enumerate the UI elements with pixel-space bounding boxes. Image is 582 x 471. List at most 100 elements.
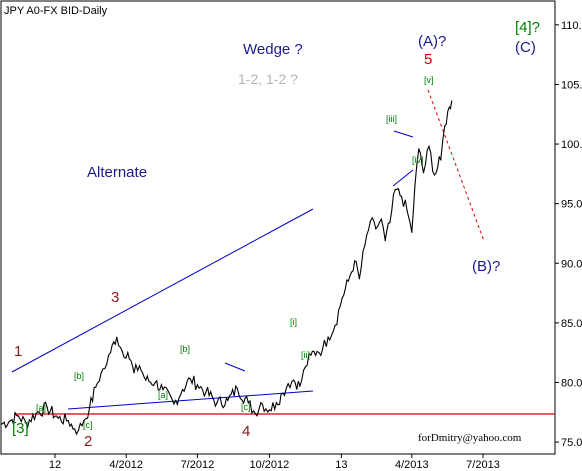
price-point [406, 210, 408, 212]
y-tick-label: 95.0 [561, 199, 582, 211]
wave-3-bracket: [3] [12, 420, 29, 437]
x-tick-label: 12 [49, 459, 61, 471]
x-tick-label: 4/2012 [109, 459, 143, 471]
price-point [247, 402, 249, 404]
wave-3: 3 [111, 289, 119, 306]
price-point [88, 408, 90, 410]
price-point [322, 348, 324, 350]
y-tick-label: 75.0 [561, 437, 582, 449]
price-point [0, 423, 2, 425]
y-tick-label: 105.0 [561, 79, 582, 91]
price-point [216, 402, 218, 404]
price-point [304, 366, 306, 368]
price-point [83, 420, 85, 422]
price-point [35, 412, 37, 415]
price-point [411, 231, 413, 233]
wave-5: 5 [424, 51, 432, 68]
mini-channel-upper [224, 362, 246, 372]
price-point [364, 244, 366, 246]
price-point [293, 379, 295, 381]
price-point [389, 222, 391, 224]
price-point [181, 389, 184, 391]
sub-c2: [c] [241, 402, 251, 412]
y-tick-label: 90.0 [561, 258, 582, 270]
watermark: forDmitry@yahoo.com [418, 432, 522, 444]
sub-v: [v] [424, 75, 434, 85]
price-point [116, 336, 118, 338]
wave-1: 1 [14, 343, 22, 360]
price-point [422, 172, 425, 174]
price-point [17, 415, 19, 417]
label-alternate: Alternate [87, 164, 147, 181]
wave-a: (A)? [418, 33, 446, 50]
wave-c: (C) [515, 39, 536, 56]
price-point [113, 341, 115, 343]
price-point [189, 378, 191, 380]
price-point [341, 297, 343, 299]
price-point [358, 278, 360, 280]
mini-channel-upper-2 [393, 130, 414, 138]
price-point [275, 402, 277, 404]
x-tick-label: 7/2012 [181, 459, 215, 471]
price-point [268, 409, 270, 411]
price-point [25, 422, 27, 424]
sub-ii: [ii] [301, 350, 310, 360]
price-point [154, 381, 156, 384]
price-point [310, 354, 312, 356]
sub-a2: [a] [158, 390, 168, 400]
sub-c1: [c] [83, 420, 93, 430]
price-point [46, 406, 48, 409]
y-tick-label: 85.0 [561, 318, 582, 330]
price-point [394, 188, 396, 190]
price-point [100, 372, 102, 374]
chart-title: JPY A0-FX BID-Daily [4, 5, 108, 17]
sub-i: [i] [290, 317, 297, 327]
wave-4-bracket: [4]? [515, 19, 540, 36]
price-point [127, 352, 129, 354]
wave-4: 4 [242, 423, 250, 440]
mini-channel-lower [392, 169, 414, 187]
price-point [287, 383, 289, 385]
price-point [282, 392, 284, 394]
price-point [347, 280, 349, 282]
price-points [0, 100, 453, 431]
price-point [196, 384, 198, 386]
price-point [138, 365, 141, 367]
price-point [334, 324, 336, 326]
price-point [9, 420, 11, 422]
price-point [67, 420, 69, 422]
x-tick-label: 13 [335, 459, 347, 471]
price-point [316, 350, 318, 353]
label-12-12: 1-2, 1-2 ? [238, 71, 298, 87]
price-point [428, 145, 430, 147]
axis-ticks: 75.0 80.0 85.0 90.0 95.0 100.0 105.0 110.0 12 4/2… [49, 20, 582, 471]
sub-iv: [iv] [412, 155, 424, 165]
price-point [401, 195, 403, 198]
x-tick-label: 10/2012 [250, 459, 290, 471]
price-point [384, 240, 386, 242]
price-point [414, 185, 416, 187]
price-point [380, 218, 382, 220]
price-point [440, 159, 442, 161]
price-point [260, 402, 262, 404]
label-wedge: Wedge ? [243, 41, 303, 58]
sub-iii: [iii] [386, 114, 397, 124]
price-point [418, 148, 420, 150]
price-point [451, 100, 453, 102]
wedge-upper-line [11, 208, 314, 373]
price-point [106, 364, 108, 366]
price-point [299, 385, 301, 387]
sub-b1: [b] [74, 371, 84, 381]
projection-line [427, 89, 485, 242]
price-point [369, 220, 371, 223]
price-point [74, 428, 76, 430]
price-point [236, 387, 238, 389]
price-point [448, 106, 450, 108]
sub-a1: [a] [36, 403, 46, 413]
price-point [162, 389, 164, 391]
price-point [444, 125, 446, 127]
price-point [133, 372, 135, 374]
y-tick-label: 100.0 [561, 139, 582, 151]
wave-2: 2 [84, 433, 92, 450]
